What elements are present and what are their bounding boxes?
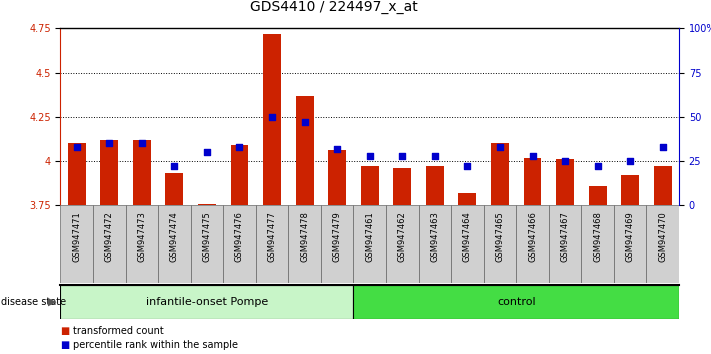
- Text: GSM947471: GSM947471: [73, 212, 81, 262]
- Bar: [126, 205, 158, 283]
- Point: [527, 153, 538, 159]
- Text: GSM947475: GSM947475: [203, 212, 211, 262]
- Bar: [100, 140, 118, 205]
- Point: [461, 164, 473, 169]
- Text: GSM947476: GSM947476: [235, 212, 244, 262]
- Text: ■: ■: [60, 340, 70, 350]
- Bar: [451, 205, 483, 283]
- Bar: [386, 205, 419, 283]
- Bar: [230, 145, 248, 205]
- Bar: [393, 168, 411, 205]
- Text: percentile rank within the sample: percentile rank within the sample: [73, 340, 238, 350]
- Text: disease state: disease state: [1, 297, 66, 307]
- Text: GSM947469: GSM947469: [626, 212, 635, 262]
- Point: [397, 153, 408, 159]
- Point: [494, 144, 506, 150]
- Bar: [166, 173, 183, 205]
- Text: GSM947466: GSM947466: [528, 212, 537, 262]
- Bar: [198, 204, 216, 205]
- Point: [657, 144, 668, 150]
- Bar: [549, 205, 582, 283]
- Point: [201, 149, 213, 155]
- Bar: [133, 140, 151, 205]
- Bar: [419, 205, 451, 283]
- Bar: [223, 205, 256, 283]
- Bar: [459, 193, 476, 205]
- Bar: [353, 205, 386, 283]
- Bar: [256, 205, 289, 283]
- Bar: [621, 175, 639, 205]
- Bar: [646, 205, 679, 283]
- Point: [136, 141, 147, 146]
- Bar: [158, 205, 191, 283]
- Point: [624, 158, 636, 164]
- Bar: [263, 34, 281, 205]
- Bar: [491, 143, 509, 205]
- Bar: [556, 159, 574, 205]
- Bar: [426, 166, 444, 205]
- Point: [169, 164, 180, 169]
- Bar: [321, 205, 353, 283]
- Point: [234, 144, 245, 150]
- Point: [592, 164, 604, 169]
- Text: ■: ■: [60, 326, 70, 336]
- Bar: [93, 205, 126, 283]
- Bar: [614, 205, 646, 283]
- Bar: [60, 205, 93, 283]
- Bar: [296, 96, 314, 205]
- Text: transformed count: transformed count: [73, 326, 164, 336]
- Bar: [523, 158, 542, 205]
- Point: [71, 144, 82, 150]
- Text: GSM947470: GSM947470: [658, 212, 667, 262]
- Text: GSM947473: GSM947473: [137, 212, 146, 262]
- Bar: [328, 150, 346, 205]
- Bar: [60, 285, 353, 319]
- Bar: [191, 205, 223, 283]
- Text: GSM947477: GSM947477: [267, 212, 277, 262]
- Text: control: control: [497, 297, 535, 307]
- Text: GSM947472: GSM947472: [105, 212, 114, 262]
- Point: [104, 141, 115, 146]
- Point: [267, 114, 278, 120]
- Text: GSM947461: GSM947461: [365, 212, 374, 262]
- Text: GSM947467: GSM947467: [560, 212, 570, 262]
- Bar: [483, 205, 516, 283]
- Bar: [353, 285, 679, 319]
- Text: GSM947463: GSM947463: [430, 212, 439, 262]
- Bar: [289, 205, 321, 283]
- Bar: [654, 166, 672, 205]
- Text: GDS4410 / 224497_x_at: GDS4410 / 224497_x_at: [250, 0, 418, 14]
- Bar: [68, 143, 85, 205]
- Text: GSM947478: GSM947478: [300, 212, 309, 262]
- Text: GSM947479: GSM947479: [333, 212, 342, 262]
- Text: GSM947464: GSM947464: [463, 212, 472, 262]
- Text: GSM947468: GSM947468: [593, 212, 602, 262]
- Text: GSM947462: GSM947462: [397, 212, 407, 262]
- Point: [331, 146, 343, 152]
- Bar: [360, 166, 379, 205]
- Bar: [516, 205, 549, 283]
- Point: [560, 158, 571, 164]
- Text: GSM947465: GSM947465: [496, 212, 504, 262]
- Text: GSM947474: GSM947474: [170, 212, 179, 262]
- Text: infantile-onset Pompe: infantile-onset Pompe: [146, 297, 268, 307]
- Bar: [589, 186, 606, 205]
- Bar: [582, 205, 614, 283]
- Text: ▶: ▶: [48, 297, 57, 307]
- Point: [364, 153, 375, 159]
- Point: [429, 153, 441, 159]
- Point: [299, 119, 310, 125]
